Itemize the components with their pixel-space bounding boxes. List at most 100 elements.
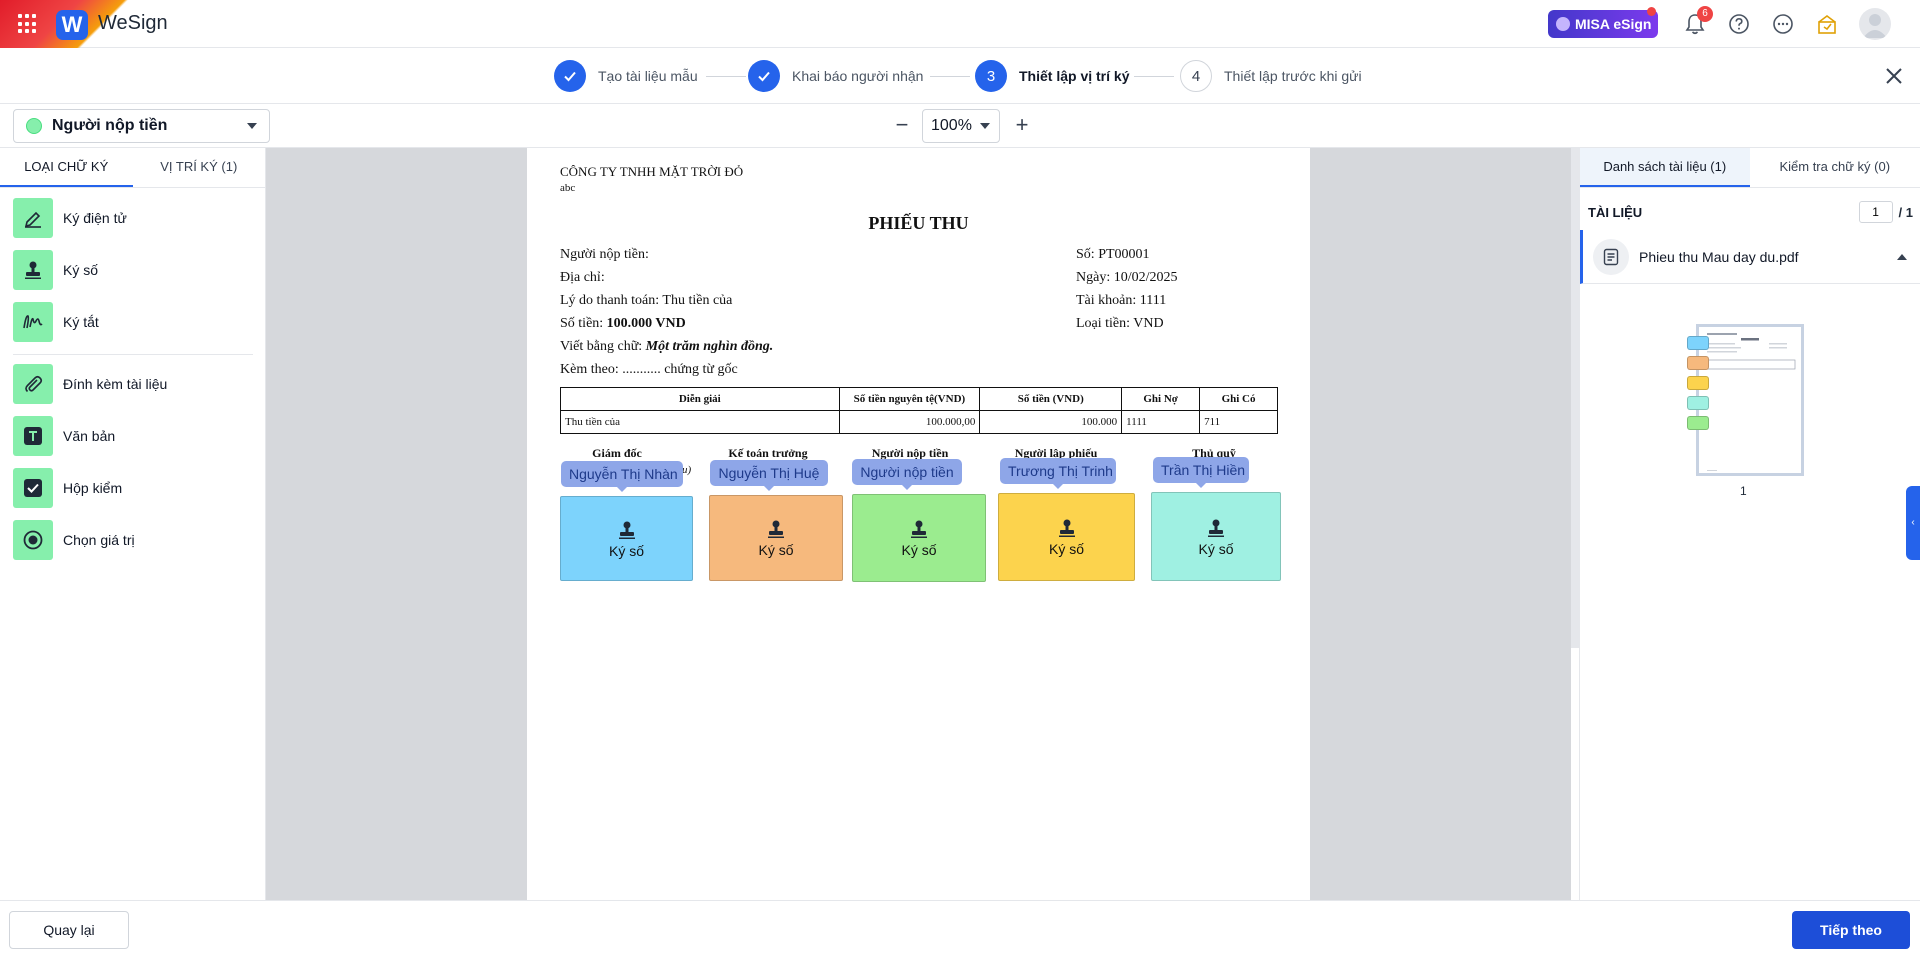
signature-field-label: Ký số (758, 542, 794, 558)
step-2[interactable]: Khai báo người nhận (748, 60, 923, 92)
signature-field-label: Ký số (901, 542, 937, 558)
tab-document-list[interactable]: Danh sách tài liệu (1) (1580, 148, 1750, 187)
table-cell: 1111 (1121, 410, 1201, 434)
step-3[interactable]: 3 Thiết lập vị trí ký (975, 60, 1129, 92)
wesign-logo: W (56, 10, 88, 40)
tab-signature-type[interactable]: LOẠI CHỮ KÝ (0, 148, 133, 187)
tool-label: Hộp kiểm (63, 480, 123, 496)
section-title: TÀI LIỆU (1588, 204, 1643, 220)
tool-label: Ký điện tử (63, 210, 127, 226)
pen-sign-icon (13, 198, 53, 238)
notification-count: 6 (1697, 6, 1713, 22)
table-cell: Thu tiền của (560, 410, 840, 434)
thumbnail-marker (1687, 396, 1709, 410)
misa-esign-badge[interactable]: MISA eSign (1548, 7, 1658, 38)
signer-color-dot (26, 118, 42, 134)
help-icon[interactable] (1727, 12, 1751, 36)
tool-attach-document[interactable]: Đính kèm tài liệu (13, 364, 167, 404)
divider (13, 354, 253, 355)
signer-tag[interactable]: Nguyễn Thị Nhàn (561, 461, 683, 492)
zoom-in-button[interactable]: + (1015, 112, 1029, 137)
tab-signature-position[interactable]: VỊ TRÍ KÝ (1) (160, 159, 238, 174)
step-1[interactable]: Tạo tài liệu mẫu (554, 60, 698, 92)
thumbnail-marker (1687, 356, 1709, 370)
step-label: Khai báo người nhận (792, 68, 924, 84)
step-connector (930, 76, 970, 77)
doc-field: Số: PT00001 (1076, 247, 1150, 262)
signer-tag[interactable]: Trần Thị Hiền (1153, 457, 1249, 488)
zoom-value: 100% (931, 117, 972, 134)
next-button[interactable]: Tiếp theo (1792, 911, 1910, 949)
doc-field: Ngày: 10/02/2025 (1076, 270, 1178, 285)
collapse-panel-icon[interactable]: ‹ (1906, 486, 1920, 560)
tool-text[interactable]: Văn bản (13, 416, 115, 456)
tab-signature-check[interactable]: Kiểm tra chữ ký (0) (1779, 159, 1891, 174)
table-header-row: Diễn giải Số tiền nguyên tệ(VND) Số tiền… (560, 387, 1278, 411)
signer-tag[interactable]: Trương Thị Trinh (1000, 458, 1116, 489)
notification-bell-icon[interactable]: 6 (1683, 6, 1713, 36)
signature-field-label: Ký số (1198, 540, 1234, 557)
stamp-icon (911, 520, 927, 538)
zoom-out-button[interactable]: − (895, 112, 909, 137)
thumbnail-marker (1687, 376, 1709, 390)
stamp-icon (1058, 519, 1075, 537)
thumbnail-preview (1706, 333, 1796, 471)
signature-field[interactable]: Ký số (1151, 492, 1281, 581)
tool-digital-sign[interactable]: Ký số (13, 250, 98, 290)
step-label: Thiết lập vị trí ký (1019, 68, 1130, 84)
doc-subtitle: abc (560, 182, 576, 194)
zoom-select[interactable]: 100% (922, 109, 1000, 143)
chevron-up-icon[interactable] (1897, 253, 1907, 260)
table-cell: 711 (1199, 410, 1278, 434)
signature-field[interactable]: Ký số (852, 494, 986, 582)
doc-field: Lý do thanh toán: Thu tiền của (560, 293, 733, 308)
initials-icon (13, 302, 53, 342)
tool-radio-select[interactable]: Chọn giá trị (13, 520, 135, 560)
stamp-icon (1208, 519, 1224, 537)
tool-label: Ký tắt (63, 314, 99, 330)
signature-field[interactable]: Ký số (709, 495, 843, 581)
doc-field: Địa chỉ: (560, 270, 605, 285)
misa-badge-label: MISA eSign (1575, 16, 1652, 32)
signer-tag[interactable]: Người nộp tiền (852, 459, 962, 490)
page-thumbnail[interactable] (1696, 324, 1804, 476)
document-icon (1593, 238, 1629, 275)
step-4[interactable]: 4 Thiết lập trước khi gửi (1180, 60, 1362, 92)
step-number: 4 (1180, 60, 1212, 92)
document-file-item[interactable]: Phieu thu Mau day du.pdf (1580, 230, 1920, 284)
table-header: Số tiền nguyên tệ(VND) (838, 387, 981, 411)
more-options-icon[interactable] (1771, 12, 1795, 36)
table-cell: 100.000 (979, 410, 1123, 434)
signature-field[interactable]: Ký số (560, 496, 693, 581)
doc-field: Tài khoản: 1111 (1076, 293, 1167, 308)
canvas-scrollbar[interactable] (1571, 148, 1579, 648)
step-number: 3 (975, 60, 1007, 92)
role-label: Thủ quỹ (1192, 446, 1236, 460)
doc-field: Người nộp tiền: (560, 247, 649, 262)
paperclip-icon (13, 364, 53, 404)
table-cell: 100.000,00 (838, 410, 981, 434)
thumbnail-marker (1687, 416, 1709, 430)
signature-field-label: Ký số (608, 542, 644, 559)
page-total: / 1 (1898, 204, 1913, 220)
doc-field: Loại tiền: VND (1076, 316, 1164, 331)
signer-tag[interactable]: Nguyễn Thị Huệ (710, 460, 828, 491)
close-icon[interactable] (1882, 64, 1906, 88)
doc-field: Viết bằng chữ: Một trăm nghìn đồng. (560, 339, 774, 354)
tool-initials[interactable]: Ký tắt (13, 302, 99, 342)
stamp-icon (768, 520, 784, 538)
page-number-input[interactable] (1858, 201, 1893, 223)
doc-field: Kèm theo: ........... chứng từ gốc (560, 362, 738, 377)
signer-select[interactable]: Người nộp tiền (13, 109, 270, 143)
gift-icon[interactable] (1815, 12, 1839, 36)
top-bar: W WeSign MISA eSign 6 (0, 0, 1920, 48)
tool-checkbox[interactable]: Hộp kiểm (13, 468, 122, 508)
footer-bar: Quay lại Tiếp theo (0, 900, 1920, 958)
file-name: Phieu thu Mau day du.pdf (1639, 248, 1799, 265)
back-button[interactable]: Quay lại (9, 911, 129, 949)
user-avatar[interactable] (1859, 8, 1891, 40)
signature-field[interactable]: Ký số (998, 493, 1135, 581)
tool-label: Chọn giá trị (63, 532, 135, 548)
tool-electronic-sign[interactable]: Ký điện tử (13, 198, 127, 238)
apps-grid-icon[interactable] (18, 14, 38, 34)
